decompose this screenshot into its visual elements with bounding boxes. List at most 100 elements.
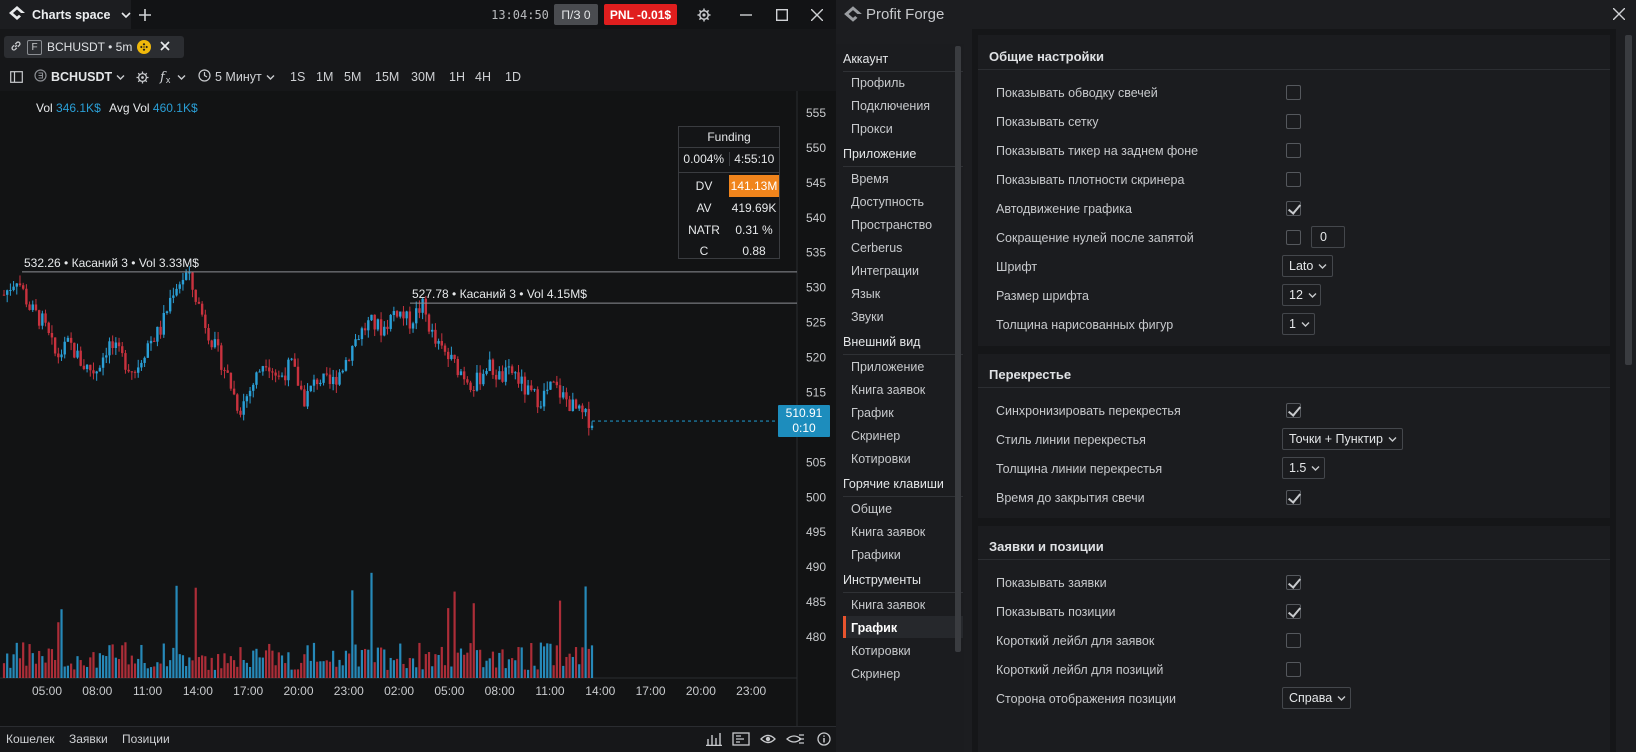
link-icon[interactable] <box>10 40 22 55</box>
show-orders-checkbox[interactable] <box>1286 575 1301 590</box>
info-icon[interactable] <box>817 732 831 749</box>
chart-settings-gear-icon[interactable] <box>136 63 149 91</box>
nav-item-workspace[interactable]: Пространство <box>851 218 933 232</box>
nav-item-tools-orderbook[interactable]: Книга заявок <box>851 598 926 612</box>
tf-button-1s[interactable]: 1S <box>290 70 306 84</box>
font-select[interactable]: Lato <box>1282 255 1333 277</box>
candle-body <box>296 366 300 386</box>
volume-bar <box>312 642 316 678</box>
nav-item-hotkeys-orderbook[interactable]: Книга заявок <box>851 525 926 539</box>
nav-item-profile[interactable]: Профиль <box>851 76 905 90</box>
nav-item-screener-appearance[interactable]: Скринер <box>851 429 901 443</box>
volume-bars-icon[interactable] <box>706 732 722 749</box>
short-position-label-checkbox[interactable] <box>1286 662 1301 677</box>
candle-body <box>472 389 475 391</box>
nav-scrollbar[interactable] <box>955 46 961 652</box>
candle-body <box>434 329 437 344</box>
ticker-background-checkbox[interactable] <box>1286 143 1301 158</box>
nav-item-tools-screener[interactable]: Скринер <box>851 667 901 681</box>
pz-badge[interactable]: П/З 0 <box>554 4 598 25</box>
nav-item-sounds[interactable]: Звуки <box>851 310 884 324</box>
nav-item-orderbook-appearance[interactable]: Книга заявок <box>851 383 926 397</box>
nav-item-quotes-appearance[interactable]: Котировки <box>851 452 911 466</box>
candle-body <box>21 285 25 289</box>
maximize-icon[interactable] <box>771 0 793 29</box>
chevron-down-icon[interactable] <box>120 8 131 22</box>
symbol-tab[interactable]: F BCHUSDT • 5m <box>4 36 184 58</box>
symbol-selector[interactable]: BCHUSDT <box>34 63 125 91</box>
candle-body <box>510 366 514 374</box>
nav-item-hotkeys-charts[interactable]: Графики <box>851 548 901 562</box>
nav-item-tools-quotes[interactable]: Котировки <box>851 644 911 658</box>
nav-item-app-appearance[interactable]: Приложение <box>851 360 925 374</box>
section-orders-positions: Заявки и позиции Показывать заявки Показ… <box>978 526 1610 752</box>
close-tab-icon[interactable] <box>160 40 170 54</box>
nav-item-language[interactable]: Язык <box>851 287 881 301</box>
candle-body <box>111 341 114 349</box>
nav-item-tools-chart[interactable]: График <box>851 621 898 635</box>
shape-thickness-select[interactable]: 1 <box>1282 313 1315 335</box>
eye-icon[interactable] <box>760 732 776 749</box>
candle-body <box>498 371 501 380</box>
candle-body <box>542 390 546 407</box>
sidebar-toggle-icon[interactable] <box>10 63 23 91</box>
sync-crosshair-checkbox[interactable] <box>1286 403 1301 418</box>
tf-button-1h[interactable]: 1H <box>449 70 465 84</box>
tf-button-30m[interactable]: 30M <box>411 70 436 84</box>
content-scrollbar[interactable] <box>1625 35 1632 365</box>
position-side-select[interactable]: Справа <box>1282 687 1351 709</box>
candle-body <box>373 314 376 330</box>
show-positions-checkbox[interactable] <box>1286 604 1301 619</box>
font-size-select[interactable]: 12 <box>1282 284 1321 306</box>
chart-area[interactable]: 532.26 • Касаний 3 • Vol 3.33M$ 527.78 • … <box>0 91 836 726</box>
screener-density-checkbox[interactable] <box>1286 172 1301 187</box>
tf-button-4h[interactable]: 4H <box>475 70 491 84</box>
x-tick-label: 05:00 <box>434 684 464 698</box>
minimize-icon[interactable] <box>735 0 757 29</box>
volume-bar <box>137 658 140 678</box>
setting-label: Показывать позиции <box>996 605 1116 619</box>
tf-button-15m[interactable]: 15M <box>375 70 400 84</box>
show-grid-checkbox[interactable] <box>1286 114 1301 129</box>
candle-close-timer-checkbox[interactable] <box>1286 490 1301 505</box>
workspace-tab[interactable]: Charts space <box>0 0 131 29</box>
nav-item-chart-appearance[interactable]: График <box>851 406 894 420</box>
orderbook-icon[interactable] <box>732 732 750 749</box>
y-tick-label: 485 <box>806 595 826 609</box>
candlestick-chart[interactable]: 532.26 • Касаний 3 • Vol 3.33M$ 527.78 • … <box>0 91 836 726</box>
nav-item-time[interactable]: Время <box>851 172 889 186</box>
hide-eye-icon[interactable] <box>786 732 804 749</box>
tf-button-1m[interactable]: 1M <box>316 70 334 84</box>
nav-item-integrations[interactable]: Интеграции <box>851 264 920 278</box>
auto-move-checkbox[interactable] <box>1286 201 1301 216</box>
candle-body <box>462 371 466 380</box>
tab-orders[interactable]: Заявки <box>69 732 108 746</box>
short-order-label-checkbox[interactable] <box>1286 633 1301 648</box>
settings-gear-icon[interactable] <box>694 0 714 29</box>
zero-reduction-checkbox[interactable] <box>1286 230 1301 245</box>
zero-reduction-input[interactable]: 0 <box>1311 226 1345 248</box>
candle-outline-checkbox[interactable] <box>1286 85 1301 100</box>
interval-selector[interactable]: 5 Минут <box>198 63 275 91</box>
nav-item-hotkeys-general[interactable]: Общие <box>851 502 893 516</box>
crosshair-thickness-select[interactable]: 1.5 <box>1282 457 1325 479</box>
crosshair-style-select[interactable]: Точки + Пунктир <box>1282 428 1403 450</box>
pnl-badge[interactable]: PNL -0.01$ <box>604 4 677 25</box>
nav-item-connections[interactable]: Подключения <box>851 99 931 113</box>
close-icon[interactable] <box>806 0 828 29</box>
nav-item-proxy[interactable]: Прокси <box>851 122 893 136</box>
tab-positions[interactable]: Позиции <box>122 732 170 746</box>
tab-wallet[interactable]: Кошелек <box>6 732 55 746</box>
volume-bar <box>322 661 325 678</box>
volume-bar <box>523 669 526 678</box>
nav-item-accessibility[interactable]: Доступность <box>851 195 925 209</box>
binance-logo-icon <box>137 40 152 54</box>
close-settings-icon[interactable] <box>1612 7 1626 23</box>
nav-item-cerberus[interactable]: Cerberus <box>851 241 903 255</box>
vol-value: 346.1K$ <box>56 101 101 115</box>
y-tick-label: 555 <box>806 106 826 120</box>
tf-button-1d[interactable]: 1D <box>505 70 521 84</box>
add-tab-button[interactable] <box>135 0 155 29</box>
tf-button-5m[interactable]: 5M <box>344 70 362 84</box>
